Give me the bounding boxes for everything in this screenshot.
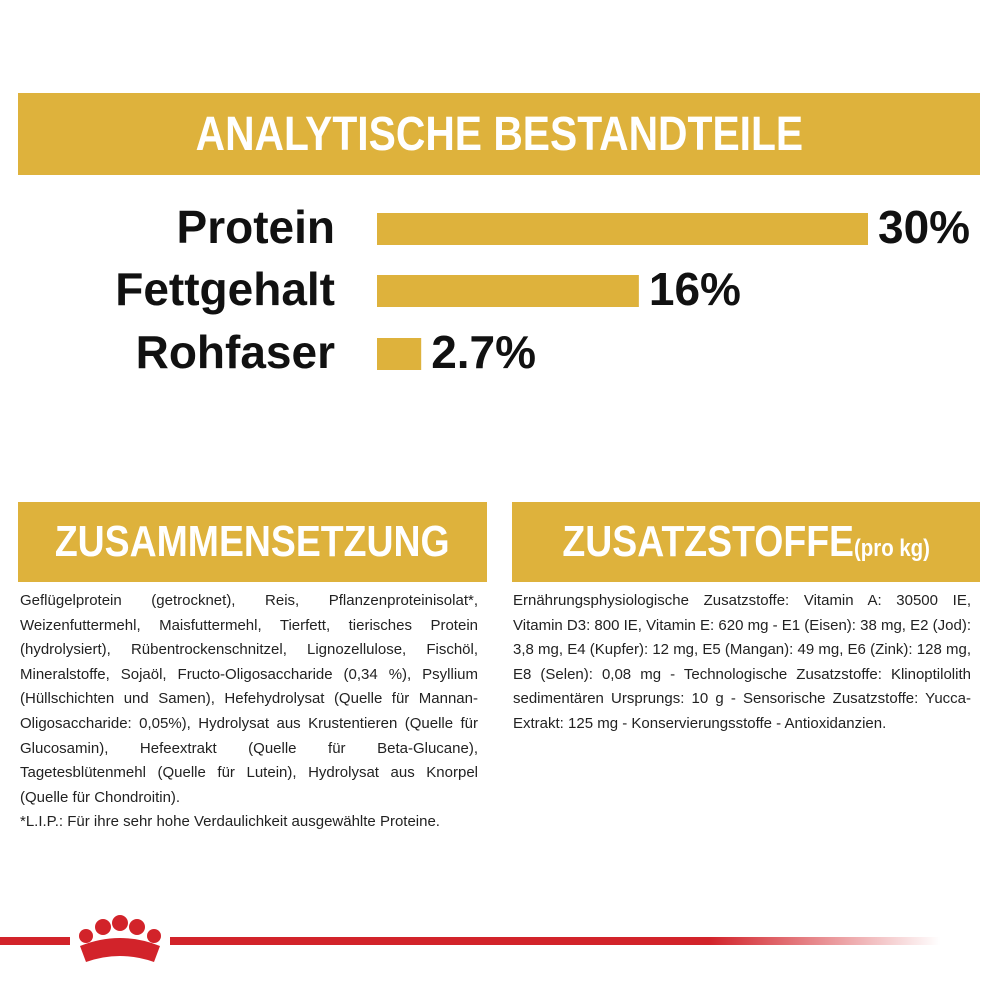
footer-line xyxy=(0,937,70,945)
additives-banner: ZUSATZSTOFFE(pro kg) xyxy=(512,502,980,582)
additives-heading: ZUSATZSTOFFE(pro kg) xyxy=(562,517,930,567)
composition-banner: ZUSAMMENSETZUNG xyxy=(18,502,487,582)
bar xyxy=(377,275,639,307)
additives-text: Ernährungsphysiologische Zusatzstoffe: V… xyxy=(513,592,971,732)
category-label: Protein xyxy=(177,201,335,253)
chart: Protein 30% Fettgehalt 16% Rohfaser 2.7% xyxy=(115,201,970,378)
bar xyxy=(377,213,868,245)
value-label: 2.7% xyxy=(431,326,536,378)
composition-text: Geflügelprotein (getrocknet), Reis, Pfla… xyxy=(20,592,478,806)
value-label: 16% xyxy=(649,263,741,315)
footer-line xyxy=(170,937,940,945)
title-banner: ANALYTISCHE BESTANDTEILE xyxy=(18,93,980,175)
bar xyxy=(377,338,422,370)
chart-title: ANALYTISCHE BESTANDTEILE xyxy=(195,107,803,161)
additives-title: ZUSATZSTOFFE xyxy=(562,517,854,566)
category-label: Rohfaser xyxy=(136,326,335,378)
value-label: 30% xyxy=(878,201,970,253)
composition-title: ZUSAMMENSETZUNG xyxy=(55,517,450,566)
composition-body: Geflügelprotein (getrocknet), Reis, Pfla… xyxy=(20,589,478,835)
composition-footnote: *L.I.P.: Für ihre sehr hohe Verdaulichke… xyxy=(20,813,440,831)
additives-unit: (pro kg) xyxy=(853,535,930,562)
crown xyxy=(79,915,161,962)
additives-body: Ernährungsphysiologische Zusatzstoffe: V… xyxy=(513,589,971,737)
category-label: Fettgehalt xyxy=(115,263,335,315)
footer-logo xyxy=(0,915,940,962)
